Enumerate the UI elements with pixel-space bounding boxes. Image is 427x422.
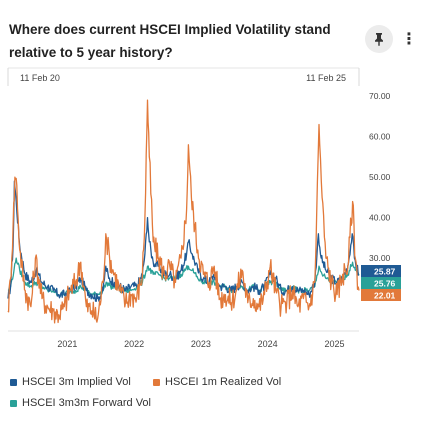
last-value-label: 25.76 xyxy=(374,279,396,289)
pin-icon xyxy=(375,33,383,46)
chart-title: Where does current HSCEI Implied Volatil… xyxy=(9,22,331,60)
legend-item-implied[interactable]: HSCEI 3m Implied Vol xyxy=(10,376,131,388)
legend-swatch xyxy=(153,378,160,386)
last-value-tag xyxy=(361,265,401,277)
legend-item-realized[interactable]: HSCEI 1m Realized Vol xyxy=(153,376,281,388)
legend-label: HSCEI 3m Implied Vol xyxy=(22,376,131,388)
more-vertical-icon: ⋮ xyxy=(401,31,417,48)
series-line-hscei-3m3m-forward-vol xyxy=(7,257,360,298)
series-line-hscei-3m-implied-vol xyxy=(7,180,360,302)
range-start-label: 11 Feb 20 xyxy=(20,73,60,83)
x-tick-label: 2024 xyxy=(258,339,278,349)
y-tick-label: 40.00 xyxy=(369,213,391,223)
legend-label: HSCEI 1m Realized Vol xyxy=(165,376,282,388)
last-value-label: 22.01 xyxy=(374,291,396,301)
x-tick-label: 2022 xyxy=(124,339,144,349)
last-value-tag xyxy=(361,277,401,289)
legend-label: HSCEI 3m3m Forward Vol xyxy=(22,397,151,409)
last-value-label: 25.87 xyxy=(374,267,396,277)
y-tick-label: 50.00 xyxy=(369,172,391,182)
y-tick-label: 30.00 xyxy=(369,253,391,263)
y-tick-label: 60.00 xyxy=(369,132,391,142)
x-tick-label: 2023 xyxy=(191,339,211,349)
range-end-label: 11 Feb 25 xyxy=(306,73,346,83)
x-tick-label: 2021 xyxy=(57,339,77,349)
more-options-button[interactable]: ⋮ xyxy=(401,27,417,51)
series-line-hscei-1m-realized-vol xyxy=(7,99,360,324)
pin-button[interactable] xyxy=(365,25,393,53)
y-tick-label: 70.00 xyxy=(369,91,391,101)
x-tick-label: 2025 xyxy=(324,339,344,349)
volatility-chart: 11 Feb 20 11 Feb 25 30.00 40.00 50.00 60.00 70… xyxy=(7,67,401,349)
legend-swatch xyxy=(10,399,17,407)
last-value-tag xyxy=(361,289,401,301)
legend-swatch xyxy=(10,378,17,386)
legend-item-forward[interactable]: HSCEI 3m3m Forward Vol xyxy=(10,397,151,409)
